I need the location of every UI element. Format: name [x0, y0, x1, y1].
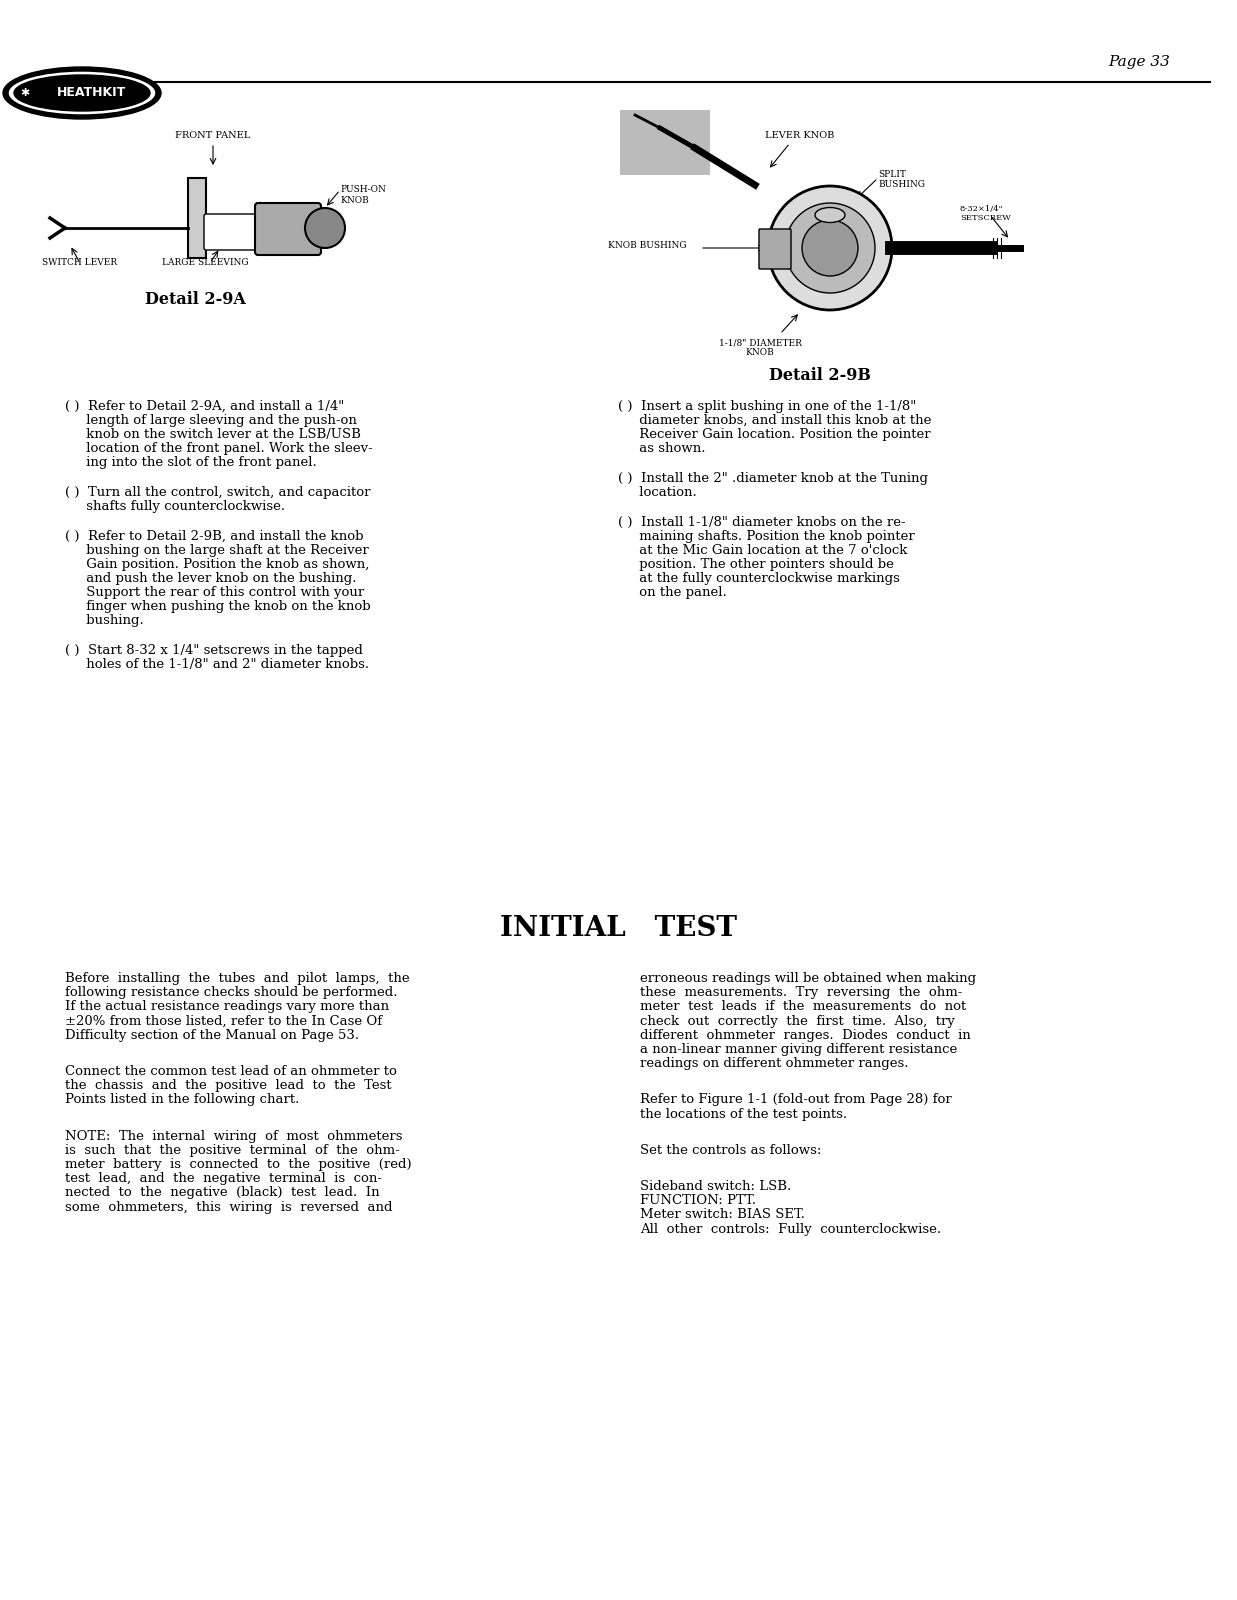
Text: ✱: ✱ — [20, 88, 30, 98]
Text: erroneous readings will be obtained when making: erroneous readings will be obtained when… — [640, 971, 976, 986]
Ellipse shape — [14, 75, 150, 110]
FancyBboxPatch shape — [620, 110, 710, 174]
Circle shape — [768, 186, 892, 310]
Text: Sideband switch: LSB.: Sideband switch: LSB. — [640, 1181, 792, 1194]
Text: ±20% from those listed, refer to the In Case Of: ±20% from those listed, refer to the In … — [66, 1014, 382, 1027]
Text: holes of the 1-1/8" and 2" diameter knobs.: holes of the 1-1/8" and 2" diameter knob… — [66, 658, 369, 670]
Text: bushing on the large shaft at the Receiver: bushing on the large shaft at the Receiv… — [66, 544, 369, 557]
Text: Receiver Gain location. Position the pointer: Receiver Gain location. Position the poi… — [618, 427, 930, 442]
Text: 1-1/8" DIAMETER
KNOB: 1-1/8" DIAMETER KNOB — [719, 338, 802, 357]
Text: maining shafts. Position the knob pointer: maining shafts. Position the knob pointe… — [618, 530, 914, 542]
Bar — [188, 178, 207, 258]
Text: and push the lever knob on the bushing.: and push the lever knob on the bushing. — [66, 573, 356, 586]
Text: Support the rear of this control with your: Support the rear of this control with yo… — [66, 586, 364, 598]
Text: as shown.: as shown. — [618, 442, 705, 454]
Text: bushing.: bushing. — [66, 614, 143, 627]
Ellipse shape — [2, 67, 161, 118]
Text: location of the front panel. Work the sleev-: location of the front panel. Work the sl… — [66, 442, 372, 454]
Ellipse shape — [815, 208, 845, 222]
Text: ( )  Start 8-32 x 1/4" setscrews in the tapped: ( ) Start 8-32 x 1/4" setscrews in the t… — [66, 643, 362, 658]
Text: Meter switch: BIAS SET.: Meter switch: BIAS SET. — [640, 1208, 805, 1221]
Text: is  such  that  the  positive  terminal  of  the  ohm-: is such that the positive terminal of th… — [66, 1144, 400, 1157]
Text: a non-linear manner giving different resistance: a non-linear manner giving different res… — [640, 1043, 957, 1056]
Text: ( )  Refer to Detail 2-9B, and install the knob: ( ) Refer to Detail 2-9B, and install th… — [66, 530, 364, 542]
Text: FRONT PANEL: FRONT PANEL — [176, 131, 251, 141]
Text: shafts fully counterclockwise.: shafts fully counterclockwise. — [66, 499, 285, 514]
Text: KNOB BUSHING: KNOB BUSHING — [609, 240, 687, 250]
Text: All  other  controls:  Fully  counterclockwise.: All other controls: Fully counterclockwi… — [640, 1222, 941, 1235]
Text: the  chassis  and  the  positive  lead  to  the  Test: the chassis and the positive lead to the… — [66, 1080, 392, 1093]
Text: Set the controls as follows:: Set the controls as follows: — [640, 1144, 821, 1157]
Text: Points listed in the following chart.: Points listed in the following chart. — [66, 1093, 299, 1107]
Text: SPLIT
BUSHING: SPLIT BUSHING — [878, 170, 925, 189]
Text: If the actual resistance readings vary more than: If the actual resistance readings vary m… — [66, 1000, 390, 1013]
Text: Connect the common test lead of an ohmmeter to: Connect the common test lead of an ohmme… — [66, 1066, 397, 1078]
Text: length of large sleeving and the push-on: length of large sleeving and the push-on — [66, 414, 357, 427]
FancyBboxPatch shape — [760, 229, 790, 269]
Text: Page 33: Page 33 — [1108, 54, 1170, 69]
Text: ( )  Install the 2" .diameter knob at the Tuning: ( ) Install the 2" .diameter knob at the… — [618, 472, 928, 485]
Text: meter  test  leads  if  the  measurements  do  not: meter test leads if the measurements do … — [640, 1000, 966, 1013]
Text: knob on the switch lever at the LSB/USB: knob on the switch lever at the LSB/USB — [66, 427, 361, 442]
Text: INITIAL   TEST: INITIAL TEST — [500, 915, 736, 941]
Text: at the fully counterclockwise markings: at the fully counterclockwise markings — [618, 573, 899, 586]
Text: Detail 2-9B: Detail 2-9B — [769, 366, 871, 384]
Text: meter  battery  is  connected  to  the  positive  (red): meter battery is connected to the positi… — [66, 1158, 412, 1171]
Text: Difficulty section of the Manual on Page 53.: Difficulty section of the Manual on Page… — [66, 1029, 359, 1042]
Text: LARGE SLEEVING: LARGE SLEEVING — [162, 258, 249, 267]
Ellipse shape — [7, 70, 156, 115]
Text: ( )  Refer to Detail 2-9A, and install a 1/4": ( ) Refer to Detail 2-9A, and install a … — [66, 400, 344, 413]
Text: PUSH-ON
KNOB: PUSH-ON KNOB — [340, 186, 386, 205]
Text: location.: location. — [618, 486, 696, 499]
Text: diameter knobs, and install this knob at the: diameter knobs, and install this knob at… — [618, 414, 931, 427]
Text: different  ohmmeter  ranges.  Diodes  conduct  in: different ohmmeter ranges. Diodes conduc… — [640, 1029, 971, 1042]
Text: on the panel.: on the panel. — [618, 586, 727, 598]
Text: following resistance checks should be performed.: following resistance checks should be pe… — [66, 986, 397, 998]
Text: ( )  Turn all the control, switch, and capacitor: ( ) Turn all the control, switch, and ca… — [66, 486, 371, 499]
Text: check  out  correctly  the  first  time.  Also,  try: check out correctly the first time. Also… — [640, 1014, 955, 1027]
Text: FUNCTION: PTT.: FUNCTION: PTT. — [640, 1194, 756, 1208]
Text: readings on different ohmmeter ranges.: readings on different ohmmeter ranges. — [640, 1058, 908, 1070]
Text: Gain position. Position the knob as shown,: Gain position. Position the knob as show… — [66, 558, 370, 571]
Text: the locations of the test points.: the locations of the test points. — [640, 1107, 847, 1120]
FancyBboxPatch shape — [204, 214, 256, 250]
FancyBboxPatch shape — [255, 203, 320, 254]
Text: SWITCH LEVER: SWITCH LEVER — [42, 258, 118, 267]
Text: ( )  Insert a split bushing in one of the 1-1/8": ( ) Insert a split bushing in one of the… — [618, 400, 917, 413]
Circle shape — [306, 208, 345, 248]
Text: HEATHKIT: HEATHKIT — [57, 86, 126, 99]
Text: these  measurements.  Try  reversing  the  ohm-: these measurements. Try reversing the oh… — [640, 986, 962, 998]
Text: LEVER KNOB: LEVER KNOB — [766, 131, 835, 141]
Text: Refer to Figure 1-1 (fold-out from Page 28) for: Refer to Figure 1-1 (fold-out from Page … — [640, 1093, 951, 1107]
Text: finger when pushing the knob on the knob: finger when pushing the knob on the knob — [66, 600, 371, 613]
Text: ( )  Install 1-1/8" diameter knobs on the re-: ( ) Install 1-1/8" diameter knobs on the… — [618, 515, 905, 530]
Text: position. The other pointers should be: position. The other pointers should be — [618, 558, 894, 571]
Text: at the Mic Gain location at the 7 o'clock: at the Mic Gain location at the 7 o'cloc… — [618, 544, 908, 557]
Text: some  ohmmeters,  this  wiring  is  reversed  and: some ohmmeters, this wiring is reversed … — [66, 1200, 392, 1214]
Text: ing into the slot of the front panel.: ing into the slot of the front panel. — [66, 456, 317, 469]
Text: NOTE:  The  internal  wiring  of  most  ohmmeters: NOTE: The internal wiring of most ohmmet… — [66, 1130, 402, 1142]
Text: 8-32×1/4"
SETSCREW: 8-32×1/4" SETSCREW — [960, 205, 1011, 222]
Text: test  lead,  and  the  negative  terminal  is  con-: test lead, and the negative terminal is … — [66, 1173, 382, 1186]
Text: Detail 2-9A: Detail 2-9A — [145, 291, 245, 309]
Circle shape — [802, 219, 858, 275]
Text: Before  installing  the  tubes  and  pilot  lamps,  the: Before installing the tubes and pilot la… — [66, 971, 409, 986]
Text: nected  to  the  negative  (black)  test  lead.  In: nected to the negative (black) test lead… — [66, 1187, 380, 1200]
Circle shape — [785, 203, 875, 293]
